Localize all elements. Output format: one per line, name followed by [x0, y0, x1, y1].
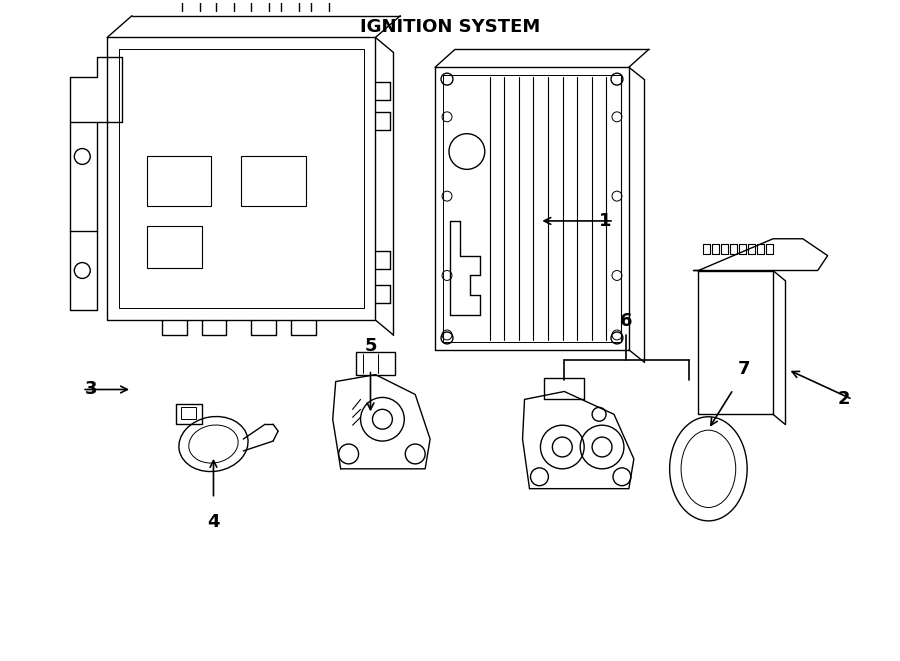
Text: 1: 1	[599, 212, 612, 230]
Bar	[241, 157, 306, 206]
Text: 7: 7	[738, 360, 751, 377]
Bar	[147, 226, 202, 268]
Text: 5: 5	[364, 337, 377, 355]
Text: 2: 2	[838, 391, 850, 408]
Text: 6: 6	[620, 312, 632, 330]
Text: 3: 3	[85, 381, 97, 399]
Text: 4: 4	[207, 514, 220, 531]
Text: IGNITION SYSTEM: IGNITION SYSTEM	[360, 18, 540, 36]
Bar	[147, 157, 212, 206]
Bar	[181, 407, 195, 419]
